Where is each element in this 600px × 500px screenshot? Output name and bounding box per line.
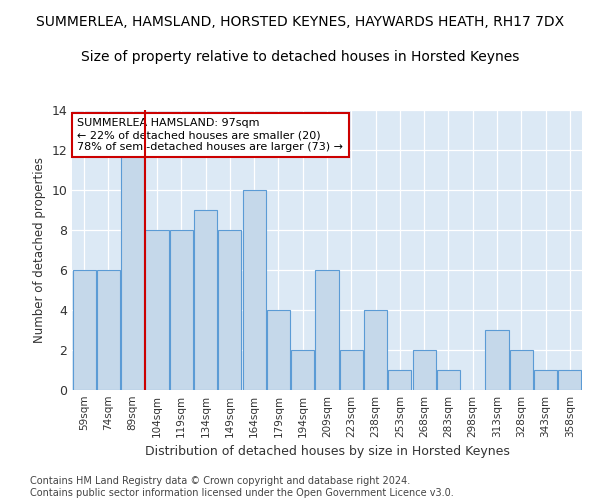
Bar bbox=[97, 270, 120, 390]
Bar bbox=[364, 310, 387, 390]
Bar bbox=[510, 350, 533, 390]
Bar bbox=[559, 370, 581, 390]
Bar bbox=[388, 370, 412, 390]
X-axis label: Distribution of detached houses by size in Horsted Keynes: Distribution of detached houses by size … bbox=[145, 446, 509, 458]
Bar bbox=[437, 370, 460, 390]
Bar bbox=[242, 190, 266, 390]
Text: Size of property relative to detached houses in Horsted Keynes: Size of property relative to detached ho… bbox=[81, 50, 519, 64]
Bar bbox=[73, 270, 95, 390]
Bar bbox=[194, 210, 217, 390]
Bar bbox=[316, 270, 338, 390]
Bar bbox=[121, 150, 144, 390]
Bar bbox=[534, 370, 557, 390]
Text: SUMMERLEA HAMSLAND: 97sqm
← 22% of detached houses are smaller (20)
78% of semi-: SUMMERLEA HAMSLAND: 97sqm ← 22% of detac… bbox=[77, 118, 343, 152]
Bar bbox=[340, 350, 363, 390]
Bar bbox=[485, 330, 509, 390]
Bar bbox=[413, 350, 436, 390]
Text: SUMMERLEA, HAMSLAND, HORSTED KEYNES, HAYWARDS HEATH, RH17 7DX: SUMMERLEA, HAMSLAND, HORSTED KEYNES, HAY… bbox=[36, 15, 564, 29]
Bar bbox=[170, 230, 193, 390]
Bar bbox=[267, 310, 290, 390]
Bar bbox=[291, 350, 314, 390]
Y-axis label: Number of detached properties: Number of detached properties bbox=[33, 157, 46, 343]
Text: Contains HM Land Registry data © Crown copyright and database right 2024.
Contai: Contains HM Land Registry data © Crown c… bbox=[30, 476, 454, 498]
Bar bbox=[218, 230, 241, 390]
Bar bbox=[145, 230, 169, 390]
